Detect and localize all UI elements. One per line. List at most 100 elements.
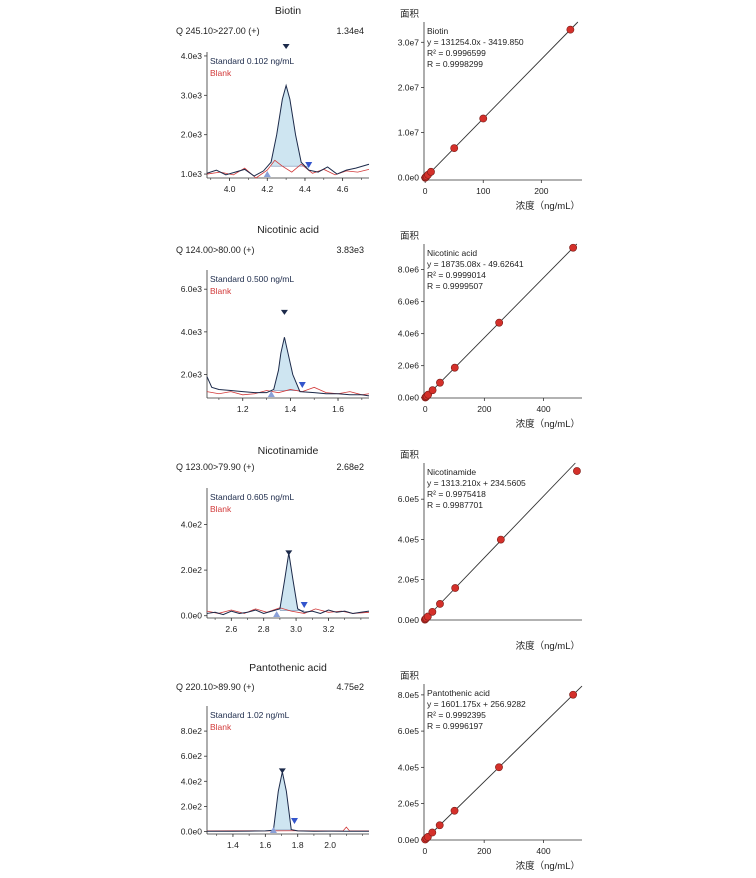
transition-label: Q 124.00>80.00 (+) (176, 245, 255, 255)
y-tick-label: 4.0e6 (398, 329, 420, 339)
y-tick-label: 0.0e0 (398, 393, 420, 403)
legend-standard: Standard 0.605 ng/mL (210, 492, 294, 502)
peak-start-marker (267, 391, 275, 397)
x-tick-label: 200 (534, 186, 548, 196)
y-tick-label: 4.0e5 (398, 762, 420, 772)
transition-label: Q 245.10>227.00 (+) (176, 26, 260, 36)
x-tick-label: 100 (476, 186, 490, 196)
y-tick-label: 8.0e2 (181, 726, 203, 736)
x-tick-label: 4.4 (299, 184, 311, 194)
calibration-point (435, 821, 444, 830)
y-axis-title: 面积 (400, 8, 420, 20)
calibration-point (496, 535, 505, 544)
y-tick-label: 6.0e2 (181, 751, 203, 761)
regression-equation: y = 1313.210x + 234.5605 (427, 478, 526, 488)
x-tick-label: 200 (477, 404, 491, 414)
calibration-point (450, 144, 459, 153)
x-axis-title: 浓度（ng/mL） (516, 200, 580, 212)
calibration-point (495, 763, 503, 772)
y-tick-label: 8.0e5 (398, 690, 420, 700)
calibration-point (495, 318, 504, 327)
r-squared-label: R² = 0.9975418 (427, 489, 486, 499)
y-tick-label: 2.0e3 (181, 130, 203, 140)
regression-line (424, 685, 583, 841)
peak-area-fill (279, 553, 305, 613)
y-tick-label: 4.0e2 (181, 519, 203, 529)
x-tick-label: 1.2 (237, 404, 249, 414)
y-axis-title: 面积 (400, 670, 420, 682)
standard-trace (206, 83, 370, 177)
chromatogram-title: Nicotinamide (258, 445, 319, 457)
r-squared-label: R² = 0.9999014 (427, 270, 486, 280)
r-squared-label: R² = 0.9996599 (427, 48, 486, 58)
x-axis-title: 浓度（ng/mL） (516, 860, 580, 872)
legend-standard: Standard 0.102 ng/mL (210, 56, 294, 66)
y-tick-label: 3.0e3 (181, 90, 203, 100)
max-intensity-label: 3.83e3 (336, 245, 364, 255)
y-tick-label: 6.0e5 (398, 726, 420, 736)
x-tick-label: 1.4 (227, 840, 239, 850)
y-tick-label: 1.0e7 (398, 128, 420, 138)
x-tick-label: 400 (536, 404, 550, 414)
y-tick-label: 0.0e0 (181, 611, 203, 621)
calibration-point (428, 386, 437, 395)
peak-start-marker (273, 611, 281, 617)
peak-end-marker (305, 162, 313, 168)
calibration-point (573, 467, 581, 475)
calibration-point (566, 25, 575, 34)
x-tick-label: 3.2 (323, 624, 335, 634)
x-tick-label: 3.0 (290, 624, 302, 634)
legend-standard: Standard 1.02 ng/mL (210, 710, 290, 720)
y-tick-label: 4.0e2 (181, 776, 203, 786)
calibration-point (569, 690, 578, 699)
blank-trace (206, 386, 370, 396)
x-axis-title: 浓度（ng/mL） (516, 640, 580, 652)
y-tick-label: 0.0e0 (398, 615, 420, 625)
peak-end-marker (300, 602, 308, 608)
legend-standard: Standard 0.500 ng/mL (210, 274, 294, 284)
r-label: R = 0.9987701 (427, 500, 483, 510)
peak-area-fill (273, 337, 300, 392)
peak-apex-marker (280, 309, 288, 315)
y-tick-label: 0.0e0 (181, 826, 203, 836)
x-tick-label: 2.0 (324, 840, 336, 850)
y-tick-label: 4.0e3 (181, 51, 203, 61)
peak-start-marker (263, 171, 271, 177)
chromatogram-panel: Biotin Q 245.10>227.00 (+) 1.34e4 1.0e3 2.0e… (176, 5, 370, 194)
compound-label: Nicotinamide (427, 467, 476, 477)
x-axis-title: 浓度（ng/mL） (516, 418, 580, 430)
peak-apex-marker (278, 768, 286, 774)
transition-label: Q 123.00>79.90 (+) (176, 462, 255, 472)
x-tick-label: 1.4 (284, 404, 296, 414)
y-tick-label: 2.0e5 (398, 575, 420, 585)
y-axis-title: 面积 (400, 449, 420, 461)
legend-blank: Blank (210, 504, 232, 514)
peak-area-fill (273, 771, 292, 831)
x-tick-label: 200 (477, 846, 491, 856)
y-tick-label: 3.0e7 (398, 37, 420, 47)
calibration-point (428, 828, 437, 837)
legend-blank: Blank (210, 286, 232, 296)
y-tick-label: 2.0e2 (181, 801, 203, 811)
chromatogram-panel: Pantothenic acid Q 220.10>89.90 (+) 4.75e2… (176, 662, 369, 850)
y-tick-label: 6.0e5 (398, 494, 420, 504)
x-tick-label: 4.0 (224, 184, 236, 194)
y-tick-label: 2.0e3 (181, 370, 203, 380)
chromatogram-title: Nicotinic acid (257, 224, 319, 236)
compound-label: Nicotinic acid (427, 248, 477, 258)
standard-trace (207, 771, 369, 832)
legend-blank: Blank (210, 722, 232, 732)
calibration-point (423, 612, 432, 621)
x-tick-label: 400 (536, 846, 550, 856)
regression-equation: y = 18735.08x - 49.62641 (427, 259, 524, 269)
peak-start-marker (269, 827, 277, 833)
y-tick-label: 0.0e0 (398, 173, 420, 183)
legend-blank: Blank (210, 68, 232, 78)
chromatogram-title: Pantothenic acid (249, 662, 327, 674)
max-intensity-label: 1.34e4 (336, 26, 364, 36)
peak-apex-marker (282, 44, 290, 50)
x-tick-label: 0 (423, 846, 428, 856)
